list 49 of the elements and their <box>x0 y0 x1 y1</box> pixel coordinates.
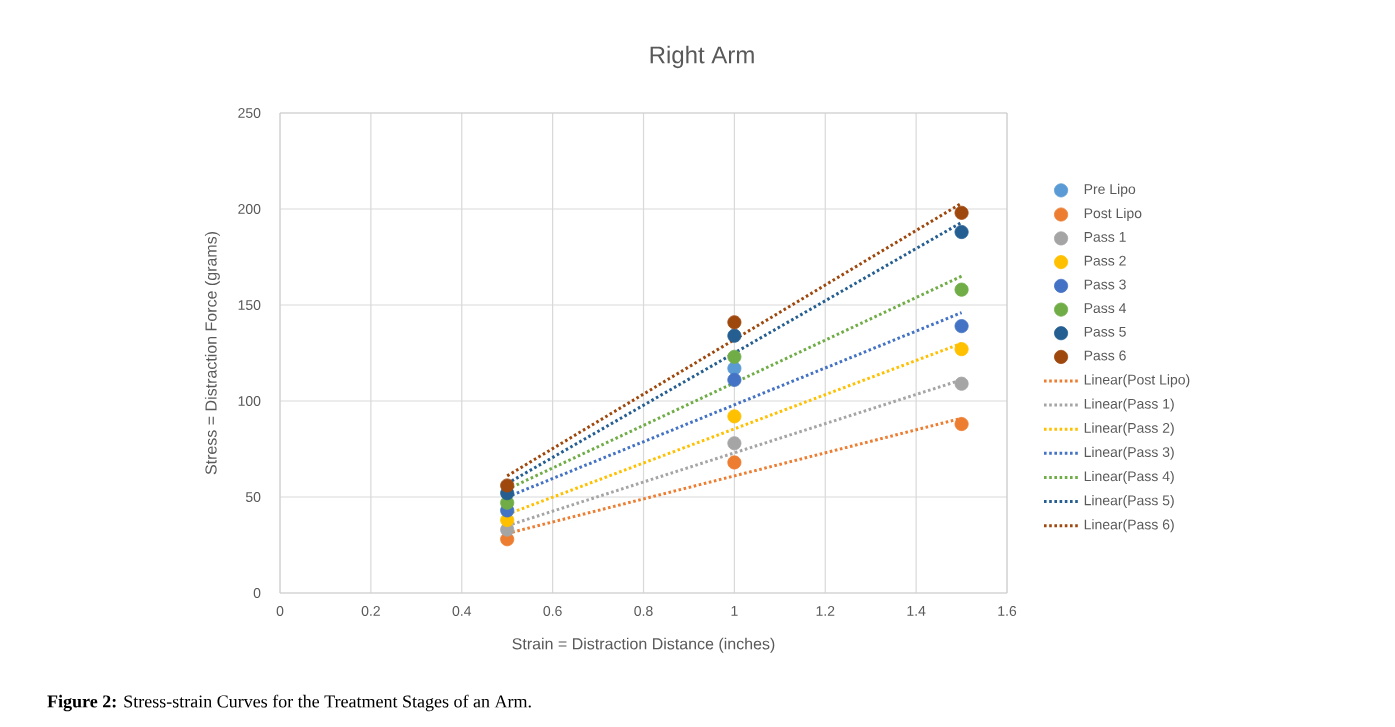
y-tick-label: 200 <box>238 204 261 214</box>
x-tick-label: 0.4 <box>452 606 472 616</box>
legend-label: Linear(Pass 3) <box>1084 446 1174 460</box>
x-tick-label: 0.6 <box>543 606 562 616</box>
y-tick-label: 250 <box>238 108 261 118</box>
point <box>727 328 742 343</box>
legend-label: Pass 5 <box>1084 326 1126 337</box>
legend-label: Pass 4 <box>1084 303 1127 314</box>
point <box>727 436 742 451</box>
point <box>954 282 969 297</box>
legend-label: Linear(Pass 6) <box>1084 519 1174 533</box>
chart-title: Right Arm <box>650 45 754 69</box>
legend-label: Pre Lipo <box>1084 183 1136 197</box>
y-tick-label: 100 <box>238 396 261 406</box>
legend-label: Linear(Post Lipo) <box>1084 374 1190 388</box>
point <box>954 417 969 432</box>
point <box>500 478 515 493</box>
legend-label: Pass 3 <box>1084 279 1126 290</box>
point <box>954 319 969 334</box>
x-tick-label: 1.2 <box>816 606 835 616</box>
point <box>727 349 742 364</box>
x-tick-label: 0 <box>276 606 284 616</box>
legend-label: Pass 1 <box>1084 232 1126 242</box>
legend-label: Linear(Pass 5) <box>1084 495 1174 509</box>
y-tick-label: 50 <box>245 492 261 502</box>
point <box>727 315 742 330</box>
x-axis-title: Strain = Distraction Distance (inches) <box>512 637 775 653</box>
y-tick-label: 0 <box>253 588 261 598</box>
x-tick-label: 1.6 <box>998 606 1017 616</box>
x-tick-label: 1 <box>731 606 738 616</box>
y-axis-title: Stress = Distraction Force (grams) <box>204 231 220 475</box>
text: Figure 2: Stress-strain Curves for the Treatment Stages of an Arm. <box>47 694 531 712</box>
point <box>727 372 742 387</box>
point <box>954 205 969 220</box>
point <box>954 376 969 391</box>
point <box>954 342 969 357</box>
legend-label: Pass 2 <box>1084 255 1126 266</box>
point <box>727 409 742 424</box>
point <box>954 225 969 240</box>
x-tick-label: 0.8 <box>634 606 653 616</box>
point <box>727 455 742 470</box>
legend-label: Linear(Pass 1) <box>1084 398 1174 412</box>
legend-label: Pass 6 <box>1084 350 1126 361</box>
x-tick-label: 1.4 <box>907 606 926 616</box>
legend-label: Linear(Pass 4) <box>1084 470 1174 484</box>
y-tick-label: 150 <box>238 300 261 310</box>
legend-label: Post Lipo <box>1084 207 1142 222</box>
legend-label: Linear(Pass 2) <box>1084 422 1174 436</box>
x-tick-label: 0.2 <box>361 606 380 616</box>
